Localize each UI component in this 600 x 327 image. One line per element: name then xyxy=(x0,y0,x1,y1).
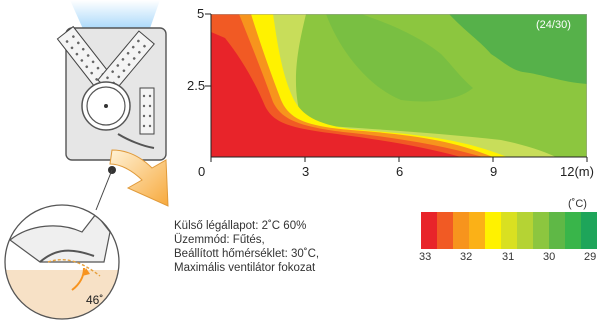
legend-label-29: 29 xyxy=(584,251,597,263)
zone-mid-green xyxy=(326,14,473,102)
legend-swatch-7 xyxy=(517,212,533,249)
legend-label-31: 31 xyxy=(502,251,515,263)
y-tick-label-2-5: 2.5 xyxy=(187,78,206,93)
x-tick-label-9: 9 xyxy=(490,164,498,179)
legend-swatch-9 xyxy=(549,212,565,249)
zone-dark-green xyxy=(449,14,587,84)
legend-swatch-10 xyxy=(565,212,581,249)
color-legend xyxy=(421,212,597,249)
louver-angle-label: 46˚ xyxy=(86,293,104,307)
temperature-heatmap xyxy=(211,14,587,157)
x-tick-label-0: 0 xyxy=(198,164,206,179)
airflow-arrow xyxy=(109,149,169,207)
louver xyxy=(117,133,155,149)
legend-swatch-3 xyxy=(453,212,469,249)
legend-unit: (˚C) xyxy=(568,198,587,210)
legend-swatch-8 xyxy=(533,212,549,249)
legend-swatch-11 xyxy=(581,212,597,249)
page-indicator: (24/30) xyxy=(536,19,571,31)
legend-swatch-4 xyxy=(469,212,485,249)
unit-illustration xyxy=(4,0,169,320)
condition-outdoor: Külső légállapot: 2˚C 60% xyxy=(174,220,307,232)
filter-left xyxy=(56,25,114,91)
zoom-ring xyxy=(4,204,120,320)
legend-swatch-5 xyxy=(485,212,501,249)
y-tick-label-5: 5 xyxy=(197,6,205,21)
legend-label-30: 30 xyxy=(543,251,556,263)
condition-setpoint: Beállított hőmérséklet: 30˚C, xyxy=(174,248,320,260)
condition-mode: Üzemmód: Fűtés, xyxy=(174,234,265,246)
operating-conditions: Külső légállapot: 2˚C 60% Üzemmód: Fűtés… xyxy=(174,219,319,275)
x-tick-label-12: 12(m) xyxy=(560,164,594,179)
zone-red xyxy=(211,32,461,157)
zoom-detail xyxy=(5,205,119,319)
legend-swatch-2 xyxy=(437,212,453,249)
filter-side xyxy=(139,87,155,135)
x-tick-label-3: 3 xyxy=(302,164,310,179)
zoom-leader xyxy=(95,169,113,211)
fan-hub xyxy=(104,104,108,108)
legend-swatch-1 xyxy=(421,212,437,249)
x-tick-label-6: 6 xyxy=(396,164,404,179)
condition-fan: Maximális ventilátor fokozat xyxy=(174,262,316,274)
legend-swatch-6 xyxy=(501,212,517,249)
legend-label-33: 33 xyxy=(419,251,432,263)
legend-label-32: 32 xyxy=(460,251,473,263)
